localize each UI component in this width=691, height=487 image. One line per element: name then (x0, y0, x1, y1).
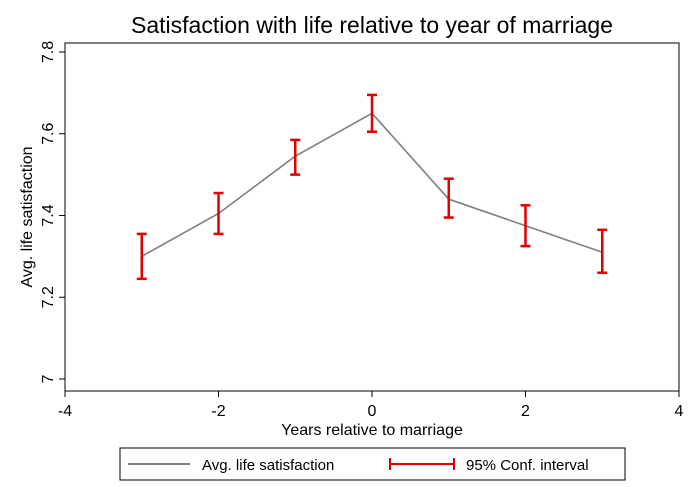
x-axis-label: Years relative to marriage (281, 422, 463, 439)
y-tick-label: 7 (40, 374, 57, 383)
x-tick-label: 4 (675, 403, 684, 420)
legend: Avg. life satisfaction 95% Conf. interva… (119, 447, 626, 481)
legend-label-mean: Avg. life satisfaction (202, 457, 334, 474)
y-tick-label: 7.4 (40, 204, 57, 226)
error-bar (290, 138, 301, 176)
error-bar (443, 177, 454, 219)
error-bar (520, 204, 531, 248)
y-tick-label: 7.6 (40, 123, 57, 145)
y-axis-label: Avg. life satisfaction (19, 146, 36, 287)
error-bar (213, 191, 224, 236)
x-tick-label: -2 (211, 403, 225, 420)
legend-box (119, 447, 626, 481)
legend-errorbar-swatch (389, 458, 455, 470)
chart-marks (136, 93, 608, 281)
series-line-avg-life-satisfaction (141, 112, 603, 258)
y-tick-label: 7.8 (40, 41, 57, 63)
x-tick-label: 0 (368, 403, 377, 420)
x-tick-label: -4 (58, 403, 72, 420)
legend-label-ci: 95% Conf. interval (466, 457, 589, 474)
x-tick-label: 2 (521, 403, 530, 420)
y-tick-label: 7.2 (40, 286, 57, 308)
axes: -4 -2 0 2 4 7 7.2 7.4 7.6 7.8 (40, 41, 684, 420)
error-bar (136, 232, 147, 281)
error-bar (367, 93, 377, 133)
chart-title: Satisfaction with life relative to year … (131, 12, 613, 38)
error-bar (597, 228, 608, 274)
